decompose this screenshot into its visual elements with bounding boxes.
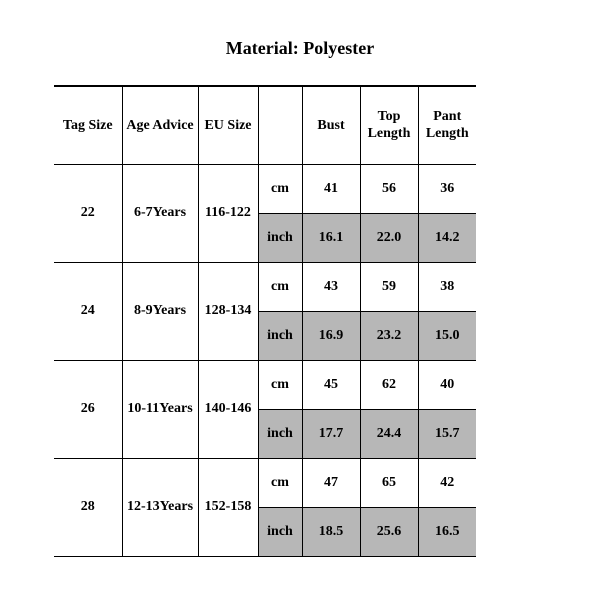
cell-tag-size: 22 — [54, 164, 122, 262]
cell-pant-length: 38 — [418, 262, 476, 311]
cell-bust: 43 — [302, 262, 360, 311]
cell-top-length: 24.4 — [360, 409, 418, 458]
cell-unit-cm: cm — [258, 164, 302, 213]
cell-bust: 16.1 — [302, 213, 360, 262]
cell-unit-cm: cm — [258, 458, 302, 507]
col-pant-length: Pant Length — [418, 86, 476, 164]
cell-top-length: 22.0 — [360, 213, 418, 262]
cell-top-length: 59 — [360, 262, 418, 311]
col-unit — [258, 86, 302, 164]
col-tag-size: Tag Size — [54, 86, 122, 164]
cell-pant-length: 42 — [418, 458, 476, 507]
table-row: 26 10-11Years 140-146 cm 45 62 40 — [54, 360, 476, 409]
cell-age-advice: 10-11Years — [122, 360, 198, 458]
cell-unit-inch: inch — [258, 213, 302, 262]
cell-eu-size: 140-146 — [198, 360, 258, 458]
cell-age-advice: 8-9Years — [122, 262, 198, 360]
cell-top-length: 56 — [360, 164, 418, 213]
cell-pant-length: 40 — [418, 360, 476, 409]
cell-eu-size: 152-158 — [198, 458, 258, 556]
cell-eu-size: 116-122 — [198, 164, 258, 262]
cell-pant-length: 15.0 — [418, 311, 476, 360]
table-row: 28 12-13Years 152-158 cm 47 65 42 — [54, 458, 476, 507]
cell-pant-length: 36 — [418, 164, 476, 213]
cell-bust: 17.7 — [302, 409, 360, 458]
table-body: 22 6-7Years 116-122 cm 41 56 36 inch 16.… — [54, 164, 476, 556]
cell-tag-size: 28 — [54, 458, 122, 556]
cell-top-length: 23.2 — [360, 311, 418, 360]
col-top-length: Top Length — [360, 86, 418, 164]
cell-top-length: 62 — [360, 360, 418, 409]
cell-tag-size: 26 — [54, 360, 122, 458]
cell-pant-length: 16.5 — [418, 507, 476, 556]
cell-bust: 16.9 — [302, 311, 360, 360]
size-table: Tag Size Age Advice EU Size Bust Top Len… — [54, 85, 476, 557]
cell-top-length: 65 — [360, 458, 418, 507]
cell-age-advice: 12-13Years — [122, 458, 198, 556]
cell-pant-length: 15.7 — [418, 409, 476, 458]
cell-bust: 18.5 — [302, 507, 360, 556]
col-bust: Bust — [302, 86, 360, 164]
cell-tag-size: 24 — [54, 262, 122, 360]
cell-unit-cm: cm — [258, 262, 302, 311]
cell-unit-inch: inch — [258, 507, 302, 556]
cell-top-length: 25.6 — [360, 507, 418, 556]
table-row: 24 8-9Years 128-134 cm 43 59 38 — [54, 262, 476, 311]
cell-pant-length: 14.2 — [418, 213, 476, 262]
cell-unit-cm: cm — [258, 360, 302, 409]
cell-bust: 41 — [302, 164, 360, 213]
col-age-advice: Age Advice — [122, 86, 198, 164]
cell-bust: 47 — [302, 458, 360, 507]
cell-eu-size: 128-134 — [198, 262, 258, 360]
table-row: 22 6-7Years 116-122 cm 41 56 36 — [54, 164, 476, 213]
cell-unit-inch: inch — [258, 311, 302, 360]
size-table-container: Tag Size Age Advice EU Size Bust Top Len… — [0, 85, 600, 557]
page-title: Material: Polyester — [0, 0, 600, 85]
col-eu-size: EU Size — [198, 86, 258, 164]
cell-unit-inch: inch — [258, 409, 302, 458]
table-header-row: Tag Size Age Advice EU Size Bust Top Len… — [54, 86, 476, 164]
cell-age-advice: 6-7Years — [122, 164, 198, 262]
cell-bust: 45 — [302, 360, 360, 409]
